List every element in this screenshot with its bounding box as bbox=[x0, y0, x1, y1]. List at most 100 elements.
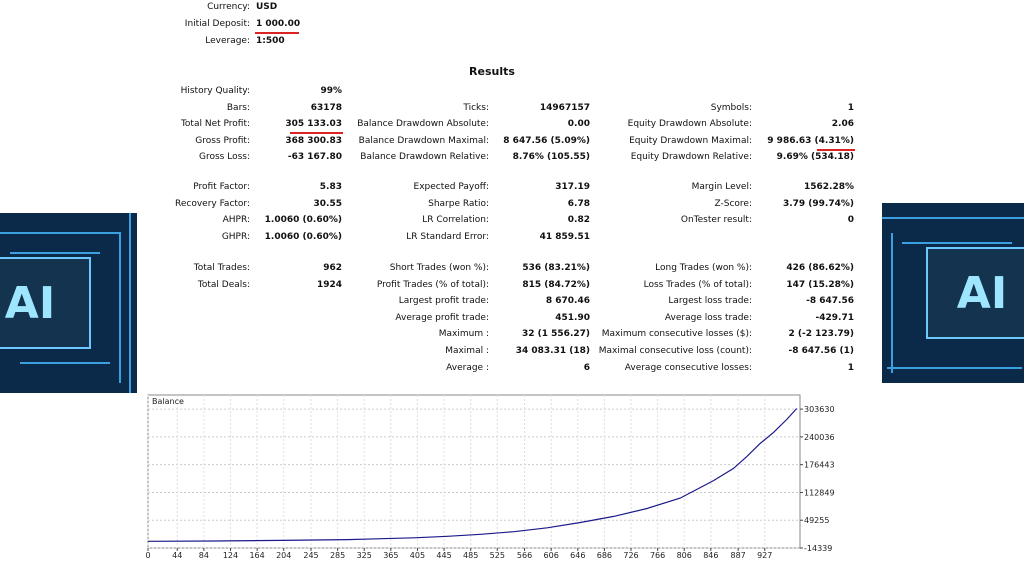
x-tick-label: 0 bbox=[145, 551, 150, 560]
x-tick-label: 485 bbox=[463, 551, 478, 560]
stat-label: Profit Trades (% of total): bbox=[376, 279, 489, 290]
setting-label: Leverage: bbox=[205, 36, 250, 46]
stat-value: 305 133.03 bbox=[285, 119, 342, 130]
x-tick-label: 405 bbox=[410, 551, 425, 560]
stat-value: 8 647.56 (5.09%) bbox=[503, 135, 590, 146]
stat-value: 8.76% (105.55) bbox=[512, 152, 590, 163]
y-tick-label: 112849 bbox=[804, 488, 835, 497]
setting-value: USD bbox=[256, 2, 278, 12]
stat-value: 99% bbox=[320, 86, 342, 96]
stat-value: -8 647.56 bbox=[806, 296, 854, 307]
x-tick-label: 84 bbox=[199, 551, 209, 560]
x-tick-label: 164 bbox=[249, 551, 264, 560]
stat-value: 1924 bbox=[316, 279, 342, 290]
underline bbox=[817, 148, 855, 151]
x-tick-label: 365 bbox=[383, 551, 398, 560]
x-tick-label: 325 bbox=[357, 551, 372, 560]
stat-value: 2 (-2 123.79) bbox=[788, 329, 854, 340]
stat-label: AHPR: bbox=[222, 215, 250, 226]
stat-label: Total Net Profit: bbox=[180, 119, 250, 130]
stat-label: Bars: bbox=[226, 102, 250, 113]
stat-value: 0.00 bbox=[567, 119, 590, 130]
stat-label: Average loss trade: bbox=[664, 312, 752, 323]
stat-label: Balance Drawdown Relative: bbox=[360, 152, 489, 163]
stat-label: Maximal consecutive loss (count): bbox=[598, 346, 752, 356]
stat-label: Average profit trade: bbox=[395, 312, 489, 323]
stat-value: 30.55 bbox=[313, 198, 342, 209]
stat-value: -63 167.80 bbox=[287, 152, 342, 163]
ai-image-text: AI bbox=[957, 268, 1007, 319]
stat-value: 962 bbox=[323, 263, 342, 273]
x-tick-label: 927 bbox=[757, 551, 772, 560]
x-tick-label: 124 bbox=[223, 551, 238, 560]
stat-value: -429.71 bbox=[815, 312, 854, 323]
x-tick-label: 686 bbox=[597, 551, 612, 560]
y-tick-label: 303630 bbox=[804, 405, 835, 414]
setting-value: 1 000.00 bbox=[256, 19, 301, 29]
results-title: Results bbox=[469, 65, 515, 78]
x-tick-label: 525 bbox=[490, 551, 505, 560]
stat-label: LR Standard Error: bbox=[406, 231, 489, 242]
stat-value: 63178 bbox=[310, 102, 342, 113]
stat-label: Loss Trades (% of total): bbox=[643, 279, 752, 290]
stat-label: LR Correlation: bbox=[422, 215, 489, 226]
x-tick-label: 44 bbox=[172, 551, 182, 560]
stat-label: Equity Drawdown Maximal: bbox=[629, 135, 752, 146]
stat-value: 368 300.83 bbox=[285, 135, 342, 146]
balance-line bbox=[147, 408, 798, 542]
x-tick-label: 606 bbox=[544, 551, 559, 560]
stat-value: 3.79 (99.74%) bbox=[782, 198, 854, 209]
stat-label: Total Trades: bbox=[193, 263, 250, 273]
stat-label: OnTester result: bbox=[680, 215, 752, 226]
series-label: Balance bbox=[152, 397, 184, 406]
stat-label: Gross Loss: bbox=[199, 152, 250, 163]
stat-value: 1 bbox=[847, 102, 854, 113]
stat-label: Z-Score: bbox=[714, 198, 753, 209]
stat-value: 6 bbox=[583, 362, 590, 373]
stat-label: Recovery Factor: bbox=[174, 198, 250, 209]
x-tick-label: 445 bbox=[436, 551, 451, 560]
stat-label: Largest loss trade: bbox=[668, 296, 752, 307]
x-tick-label: 766 bbox=[650, 551, 665, 560]
x-tick-label: 285 bbox=[330, 551, 345, 560]
y-tick-label: 176443 bbox=[804, 461, 835, 470]
stat-value: 41 859.51 bbox=[539, 231, 590, 242]
stat-label: Ticks: bbox=[463, 102, 489, 113]
stat-value: 32 (1 556.27) bbox=[521, 329, 590, 340]
stat-label: Short Trades (won %): bbox=[389, 263, 489, 273]
stat-label: Average consecutive losses: bbox=[624, 362, 752, 373]
stat-label: Equity Drawdown Relative: bbox=[630, 152, 752, 163]
stat-value: 2.06 bbox=[831, 119, 854, 130]
stat-value: 0 bbox=[847, 215, 854, 226]
setting-label: Initial Deposit: bbox=[184, 19, 250, 29]
ai-image-text: AI bbox=[5, 278, 55, 329]
stat-value: 8 670.46 bbox=[545, 296, 590, 307]
stat-label: Symbols: bbox=[710, 102, 752, 113]
x-tick-label: 846 bbox=[703, 551, 718, 560]
stat-value: -8 647.56 (1) bbox=[788, 346, 854, 356]
x-tick-label: 566 bbox=[517, 551, 532, 560]
stat-label: Long Trades (won %): bbox=[655, 263, 752, 273]
stat-value: 536 (83.21%) bbox=[522, 263, 590, 273]
x-tick-label: 245 bbox=[303, 551, 318, 560]
stat-label: Balance Drawdown Maximal: bbox=[358, 135, 489, 146]
y-tick-label: 49255 bbox=[804, 516, 829, 525]
plot-frame bbox=[147, 394, 801, 549]
x-tick-label: 887 bbox=[730, 551, 745, 560]
stat-label: History Quality: bbox=[180, 86, 250, 96]
x-tick-label: 806 bbox=[677, 551, 692, 560]
stat-label: Gross Profit: bbox=[195, 135, 250, 146]
stat-label: Sharpe Ratio: bbox=[428, 198, 489, 209]
stat-value: 451.90 bbox=[555, 312, 590, 323]
stat-label: Average : bbox=[446, 362, 489, 373]
underline bbox=[290, 132, 343, 135]
stat-label: GHPR: bbox=[221, 231, 250, 242]
stat-label: Maximum consecutive losses ($): bbox=[601, 329, 752, 340]
stat-value: 1562.28% bbox=[803, 182, 854, 192]
stat-label: Largest profit trade: bbox=[398, 296, 489, 307]
setting-label: Currency: bbox=[207, 2, 250, 12]
ai-image-left: AI bbox=[0, 213, 137, 393]
stat-value: 426 (86.62%) bbox=[786, 263, 854, 273]
stat-value: 34 083.31 (18) bbox=[515, 346, 590, 356]
